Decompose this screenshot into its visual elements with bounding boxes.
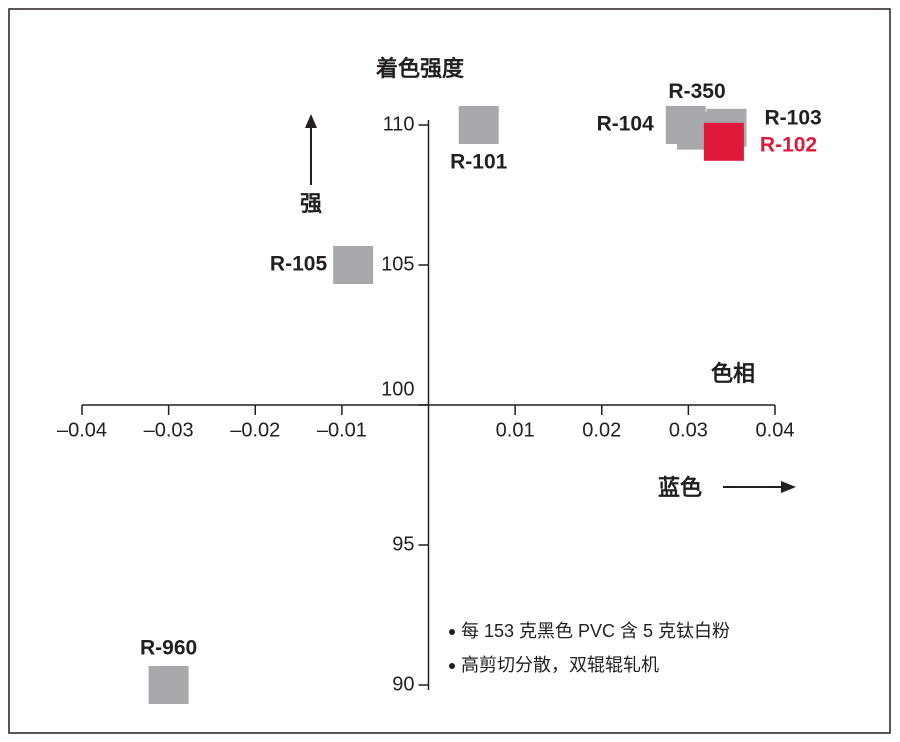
point-label: R-102 [760, 133, 817, 156]
x-tick-label: –0.04 [57, 419, 107, 441]
point-label: R-104 [597, 113, 655, 136]
arrow-head [781, 481, 796, 493]
chart-title: 着色强度 [375, 56, 465, 81]
y-tick-label: 90 [392, 673, 414, 695]
y-tick-label: 100 [381, 378, 414, 400]
x-tick-label: –0.01 [317, 419, 367, 441]
point [458, 106, 499, 144]
point-label: R-101 [450, 151, 508, 174]
point-label: R-960 [140, 637, 197, 660]
point [148, 666, 189, 704]
y-tick-label: 95 [392, 533, 414, 555]
x-tick-label: 0.01 [496, 419, 535, 441]
note: 高剪切分散，双辊辊轧机 [461, 655, 659, 675]
arrow-head [305, 114, 317, 128]
frame [8, 8, 891, 734]
bullet [449, 629, 455, 635]
y-tick-label: 105 [381, 253, 414, 275]
note: 每 153 克黑色 PVC 含 5 克钛白粉 [461, 621, 730, 641]
x-tick-label: –0.03 [144, 419, 194, 441]
point-label: R-105 [270, 253, 328, 276]
y-tick-label: 110 [383, 113, 415, 135]
x-direction-label: 蓝色 [658, 475, 702, 500]
point-label: R-350 [668, 80, 725, 103]
x-tick-label: 0.02 [582, 419, 621, 441]
point-label: R-103 [764, 106, 821, 129]
y-axis-label: 强 [300, 191, 322, 216]
x-tick-label: 0.03 [669, 419, 708, 441]
x-tick-label: 0.04 [756, 419, 795, 441]
x-axis-label: 色相 [711, 361, 755, 386]
point [703, 122, 744, 161]
bullet [449, 663, 455, 669]
x-tick-label: –0.02 [230, 419, 280, 441]
point [333, 246, 374, 284]
